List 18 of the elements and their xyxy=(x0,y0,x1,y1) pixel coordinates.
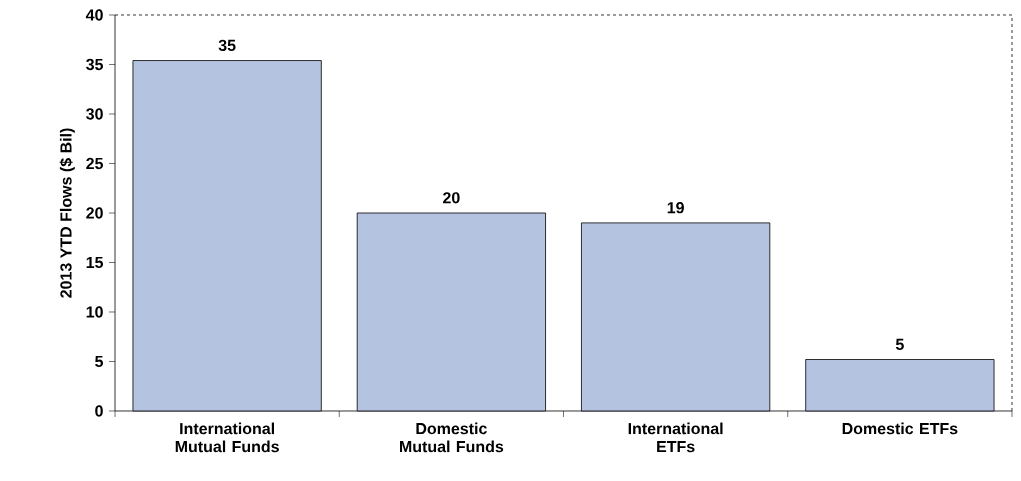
data-label: 35 xyxy=(218,39,236,51)
y-axis-title: 2013 YTD Flows ($ Bil) xyxy=(59,128,75,298)
y-tick-label: 10 xyxy=(86,306,103,318)
y-tick-label: 0 xyxy=(95,405,103,417)
data-label: 5 xyxy=(895,338,904,350)
x-tick-label: Domestic Mutual Funds xyxy=(400,422,504,453)
y-tick-label: 25 xyxy=(86,157,104,170)
y-tick-label: 35 xyxy=(86,58,104,71)
x-tick-label: International ETFs xyxy=(628,422,723,453)
y-tick-label: 5 xyxy=(95,355,104,368)
y-tick-label: 20 xyxy=(86,207,103,219)
x-tick-label: Domestic ETFs xyxy=(842,422,958,435)
data-label: 20 xyxy=(443,192,460,204)
y-tick-label: 40 xyxy=(85,9,103,21)
data-label: 19 xyxy=(667,202,684,214)
y-tick-label: 30 xyxy=(86,108,103,120)
x-tick-label: International Mutual Funds xyxy=(175,422,279,453)
y-tick-label: 15 xyxy=(86,256,104,269)
